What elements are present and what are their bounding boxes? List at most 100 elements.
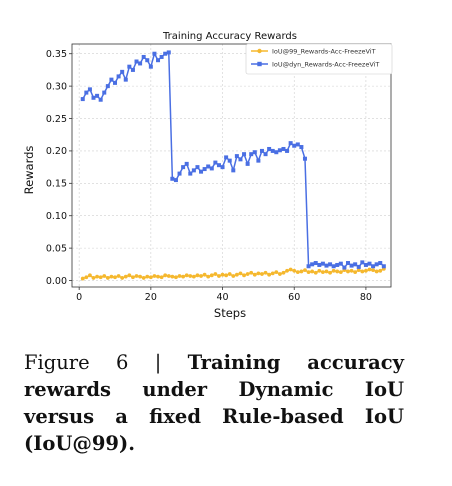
data-point (166, 274, 171, 278)
data-point (217, 274, 221, 278)
data-point (324, 263, 329, 268)
data-point (148, 275, 153, 280)
data-point (116, 74, 121, 79)
data-point (310, 262, 315, 267)
data-point (356, 268, 361, 273)
data-point (170, 176, 175, 181)
data-point (145, 58, 150, 63)
legend-label-iou99: IoU@99_Rewards-Acc-FreezeViT (272, 48, 376, 56)
data-point (267, 272, 272, 277)
y-tick-label: 0.05 (46, 243, 67, 254)
figure-caption: Figure 6 | Training accuracy rewards und… (24, 349, 404, 457)
data-point (267, 146, 272, 151)
data-point (159, 54, 164, 59)
data-point (378, 268, 383, 273)
data-point (364, 268, 368, 273)
data-point (141, 54, 146, 59)
data-point (356, 264, 361, 269)
data-point (116, 274, 121, 278)
chart-title: Training Accuracy Rewards (162, 31, 297, 42)
data-point (109, 77, 114, 82)
data-point (80, 97, 85, 102)
data-point (105, 84, 110, 89)
data-point (184, 161, 189, 166)
data-point (360, 260, 365, 265)
data-point (202, 272, 207, 277)
caption-label: Figure 6 | (24, 351, 188, 374)
data-point (310, 269, 315, 274)
data-point (234, 154, 239, 159)
data-point (206, 274, 211, 279)
series-2 (80, 50, 386, 270)
data-point (295, 270, 300, 274)
data-point (338, 270, 343, 274)
data-point (213, 160, 218, 165)
y-tick-label: 0.35 (46, 49, 67, 60)
data-point (381, 264, 386, 269)
y-axis: 0.00 0.05 0.10 0.15 0.20 0.25 0.30 0.35 (46, 49, 72, 287)
data-point (353, 262, 358, 267)
data-point (181, 274, 186, 279)
data-point (335, 269, 340, 274)
data-point (91, 95, 96, 100)
data-point (245, 161, 250, 166)
data-point (238, 157, 243, 162)
data-point (306, 264, 311, 269)
data-point (102, 274, 107, 278)
data-point (220, 272, 225, 277)
data-point (292, 268, 297, 273)
data-point (259, 148, 264, 153)
data-point (209, 273, 214, 278)
data-point (216, 163, 221, 168)
data-point (342, 265, 347, 270)
series-1 (80, 266, 386, 281)
data-point (184, 273, 189, 278)
data-point (130, 67, 135, 72)
data-point (199, 274, 203, 278)
y-tick-label: 0.30 (46, 81, 67, 92)
data-point (252, 150, 257, 155)
data-point (313, 270, 318, 275)
data-point (188, 171, 193, 176)
data-point (338, 261, 343, 266)
data-point (138, 274, 143, 279)
data-point (141, 276, 146, 280)
data-point (156, 58, 161, 63)
data-point (249, 152, 254, 157)
legend-label-ioudyn: IoU@dyn_Rewards-Acc-FreezeViT (272, 61, 379, 69)
data-point (156, 274, 160, 279)
data-point (374, 262, 379, 267)
data-point (263, 270, 268, 275)
data-point (227, 272, 232, 276)
data-point (138, 61, 143, 66)
data-point (238, 271, 243, 276)
data-point (349, 268, 354, 273)
data-point (299, 269, 304, 274)
data-point (163, 51, 168, 56)
x-tick-label: 60 (288, 292, 300, 303)
data-point (331, 264, 336, 269)
data-point (88, 273, 92, 278)
series-layer (80, 50, 386, 281)
legend-marker-ioudyn (257, 61, 262, 67)
data-point (127, 273, 132, 278)
y-axis-label: Rewards (22, 146, 36, 195)
data-point (123, 77, 128, 82)
data-point (170, 274, 175, 279)
x-tick-label: 20 (145, 292, 157, 303)
data-point (195, 165, 200, 170)
data-point (102, 90, 107, 95)
data-point (213, 272, 218, 276)
data-point (134, 59, 139, 64)
y-tick-label: 0.10 (46, 211, 67, 222)
data-point (324, 269, 329, 274)
legend-item-ioudyn: IoU@dyn_Rewards-Acc-FreezeViT (251, 61, 379, 69)
data-point (285, 268, 289, 273)
data-point (345, 261, 350, 266)
data-point (335, 262, 340, 267)
data-point (127, 64, 132, 69)
data-point (317, 262, 322, 267)
legend-item-iou99: IoU@99_Rewards-Acc-FreezeViT (251, 48, 376, 56)
data-point (367, 267, 372, 272)
x-tick-label: 0 (76, 292, 82, 303)
